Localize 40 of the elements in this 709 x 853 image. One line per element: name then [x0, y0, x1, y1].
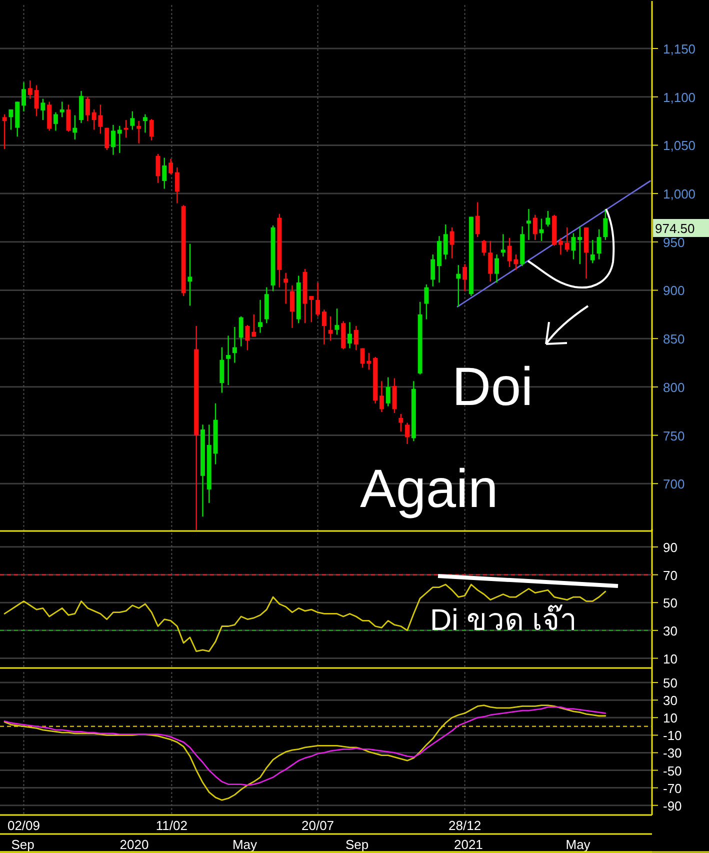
- annotation: Again: [360, 459, 498, 519]
- y-tick-label: 30: [663, 693, 678, 708]
- text: 974.50: [655, 221, 695, 236]
- y-tick-label: 50: [663, 676, 678, 691]
- y-tick-label: -90: [663, 798, 682, 814]
- y-tick-label: 900: [663, 283, 685, 298]
- y-tick-label: 90: [663, 540, 678, 555]
- y-tick-label: -30: [663, 746, 682, 761]
- y-tick-label: 50: [663, 596, 678, 611]
- line-series: [4, 704, 606, 801]
- y-tick-label: 1,150: [663, 42, 696, 57]
- y-tick-label: 70: [663, 568, 678, 583]
- line-series: [4, 706, 606, 786]
- y-tick-label: -10: [663, 728, 682, 744]
- y-tick-label: 850: [663, 332, 685, 347]
- y-tick-label: 30: [663, 623, 678, 638]
- x2-tick-label: May: [566, 837, 591, 852]
- y-tick-label: 1,100: [663, 90, 696, 105]
- annotation: Doi: [452, 357, 534, 417]
- y-tick-label: 950: [663, 234, 685, 250]
- x-tick-label: 02/09: [7, 818, 40, 833]
- y-tick-label: 10: [663, 651, 678, 666]
- x-tick-label: 11/02: [156, 818, 188, 833]
- y-tick-label: 1,000: [663, 186, 696, 202]
- y-tick-label: 1,050: [663, 138, 696, 154]
- x-tick-label: 28/12: [448, 818, 482, 833]
- x2-tick-label: 2020: [120, 837, 149, 852]
- y-tick-label: -70: [663, 780, 682, 796]
- x-tick-label: 20/07: [302, 818, 334, 833]
- y-tick-label: 10: [663, 710, 678, 726]
- x2-tick-label: Sep: [11, 837, 34, 852]
- line-series: [4, 584, 606, 652]
- y-tick-label: 750: [663, 428, 685, 444]
- y-tick-label: -50: [663, 763, 682, 778]
- x2-tick-label: Sep: [345, 837, 369, 852]
- y-tick-label: 800: [663, 380, 685, 395]
- x2-tick-label: 2021: [454, 837, 483, 852]
- annotation: Di ขวด เจ๊า: [430, 604, 577, 637]
- y-tick-label: 700: [663, 476, 685, 492]
- x2-tick-label: May: [232, 837, 258, 852]
